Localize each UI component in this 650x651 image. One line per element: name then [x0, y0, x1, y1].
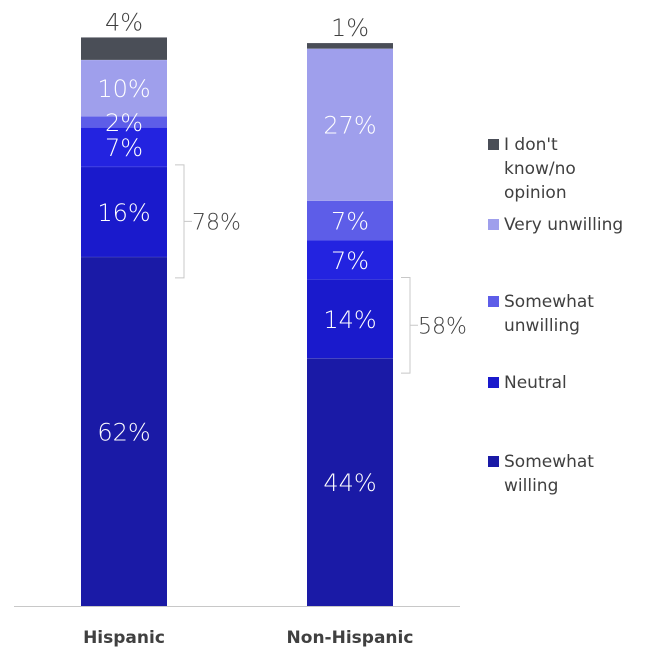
- bracket: [401, 276, 418, 374]
- bracket-label: 78%: [192, 210, 241, 235]
- legend-label: unwilling: [504, 316, 580, 336]
- bar-segment: [81, 37, 167, 60]
- bar-segment: [307, 279, 393, 359]
- bar-segment: [307, 43, 393, 49]
- legend-swatch: [488, 456, 499, 467]
- data-label: 4%: [105, 8, 143, 36]
- data-label: 1%: [331, 14, 369, 42]
- data-label: 14%: [323, 306, 376, 334]
- legend-label: Very unwilling: [504, 215, 623, 235]
- bar-segment: [81, 59, 167, 117]
- legend-label: Somewhat: [504, 452, 594, 472]
- data-label: 2%: [105, 109, 143, 137]
- bar-segment: [81, 166, 167, 257]
- legend-swatch: [488, 296, 499, 307]
- data-label: 44%: [323, 469, 376, 497]
- data-label: 16%: [97, 199, 150, 227]
- bar-segment: [307, 200, 393, 241]
- legend-label: I don't: [504, 135, 558, 155]
- bar-segment: [81, 116, 167, 128]
- data-label: 27%: [323, 112, 376, 140]
- legend-label: willing: [504, 476, 558, 496]
- legend-swatch: [488, 377, 499, 388]
- category-label: Hispanic: [83, 628, 165, 648]
- bar-segment: [307, 358, 393, 606]
- legend-label: Neutral: [504, 373, 567, 393]
- bracket: [175, 164, 192, 279]
- data-label: 62%: [97, 418, 150, 446]
- legend-swatch: [488, 139, 499, 150]
- bar-segment: [307, 240, 393, 280]
- data-label: 7%: [331, 207, 369, 235]
- legend-label: know/no: [504, 159, 576, 179]
- data-label: 7%: [331, 247, 369, 275]
- category-label: Non-Hispanic: [287, 628, 414, 648]
- data-label: 7%: [105, 134, 143, 162]
- bar-segment: [81, 127, 167, 167]
- legend-label: opinion: [504, 183, 567, 203]
- bar-segment: [81, 256, 167, 606]
- data-label: 10%: [97, 75, 150, 103]
- bar-segment: [307, 48, 393, 201]
- bracket-label: 58%: [418, 314, 467, 339]
- legend-swatch: [488, 219, 499, 230]
- legend-label: Somewhat: [504, 292, 594, 312]
